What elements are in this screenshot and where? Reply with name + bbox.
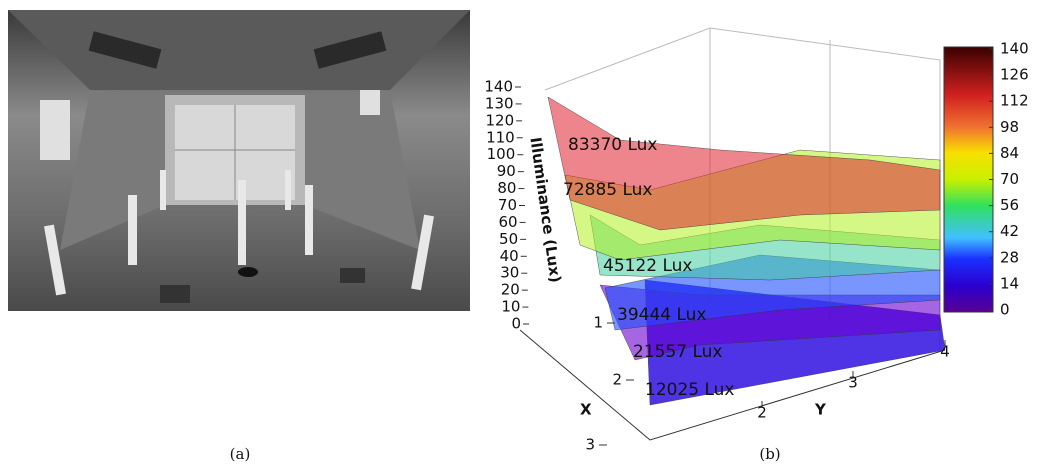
- x-axis-label: X: [580, 401, 592, 419]
- layer-label: 21557 Lux: [633, 342, 723, 362]
- y-tick-label: 4: [940, 343, 950, 361]
- z-tick-label: 80: [497, 179, 516, 197]
- colorbar-tick-label: 112: [1000, 92, 1029, 110]
- z-tick-label: 50: [499, 230, 518, 248]
- colorbar-tick-label: 140: [1000, 40, 1029, 58]
- surfaces: [547, 96, 946, 406]
- layer-label: 12025 Lux: [645, 380, 735, 400]
- layer-label: 72885 Lux: [563, 180, 653, 200]
- room-photo: [8, 10, 470, 311]
- panel-caption: (a): [230, 445, 251, 463]
- layer-label: 83370 Lux: [568, 135, 658, 155]
- colorbar: [943, 46, 994, 313]
- y-tick-label: 3: [848, 374, 858, 392]
- z-tick-label: 130: [485, 94, 514, 112]
- z-tick-label: 70: [498, 196, 517, 214]
- z-axis-label: Illuminance (Lux): [526, 136, 564, 284]
- z-tick-label: 0: [511, 315, 521, 333]
- colorbar-tick-label: 0: [1000, 301, 1010, 319]
- colorbar-tick-label: 56: [1000, 196, 1019, 214]
- z-tick-label: 60: [498, 213, 517, 231]
- x-tick-label: 1: [593, 314, 603, 332]
- colorbar-tick-label: 70: [1000, 170, 1019, 188]
- colorbar-tick-label: 14: [1000, 274, 1019, 292]
- layer-label: 45122 Lux: [603, 256, 693, 276]
- x-tick-label: 2: [612, 371, 622, 389]
- z-tick-label: 120: [486, 111, 515, 129]
- colorbar-tick-label: 84: [1000, 144, 1019, 162]
- x-tick-label: 3: [585, 436, 595, 454]
- y-tick-label: 2: [757, 404, 767, 422]
- z-tick-label: 110: [486, 128, 515, 146]
- layer-label: 39444 Lux: [617, 305, 707, 325]
- z-tick-label: 30: [500, 264, 519, 282]
- z-tick-label: 100: [487, 145, 516, 163]
- z-tick-label: 140: [484, 78, 513, 96]
- colorbar-tick-label: 42: [1000, 222, 1019, 240]
- z-tick-label: 20: [501, 281, 520, 299]
- panel-caption: (b): [759, 445, 780, 463]
- z-tick-label: 90: [497, 162, 516, 180]
- y-axis-label: Y: [814, 401, 827, 419]
- z-tick-label: 40: [500, 247, 519, 265]
- colorbar-tick-label: 28: [1000, 248, 1019, 266]
- colorbar-tick-label: 126: [1000, 66, 1029, 84]
- colorbar-tick-label: 98: [1000, 118, 1019, 136]
- z-tick-label: 10: [501, 298, 520, 316]
